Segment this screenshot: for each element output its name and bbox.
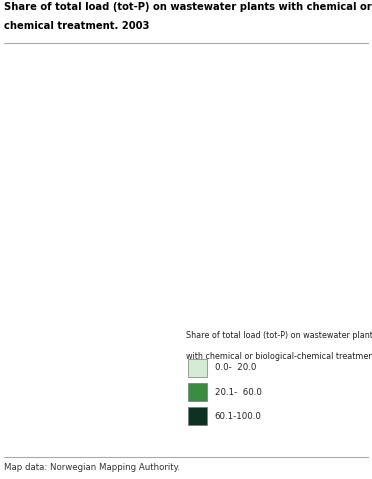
Text: 60.1-100.0: 60.1-100.0 [215,412,262,421]
Text: Map data: Norwegian Mapping Authority.: Map data: Norwegian Mapping Authority. [4,463,180,472]
Text: with chemical or biological-chemical treatment: with chemical or biological-chemical tre… [186,352,372,361]
Text: 20.1-  60.0: 20.1- 60.0 [215,388,262,397]
Text: Share of total load (tot-P) on wastewater plants: Share of total load (tot-P) on wastewate… [186,331,372,340]
Bar [188,359,208,377]
Text: chemical treatment. 2003: chemical treatment. 2003 [4,21,149,31]
Text: 0.0-  20.0: 0.0- 20.0 [215,364,256,372]
Bar [188,383,208,401]
Bar [188,408,208,425]
Text: Share of total load (tot-P) on wastewater plants with chemical or biological-: Share of total load (tot-P) on wastewate… [4,2,372,12]
